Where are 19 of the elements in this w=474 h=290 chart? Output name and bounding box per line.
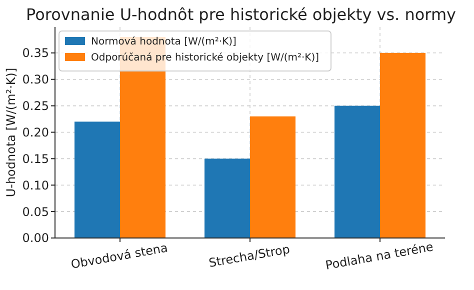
y-tick-label: 0.10 [22, 178, 49, 192]
y-tick-label: 0.00 [22, 231, 49, 246]
bar [204, 158, 250, 238]
bar [334, 106, 380, 238]
y-tick-label: 0.25 [22, 98, 49, 113]
y-tick-label: 0.35 [22, 46, 49, 60]
legend-label: Odporúčaná pre historické objekty [W/(m²·K)] [91, 52, 320, 64]
bar [250, 116, 296, 238]
y-tick-label: 0.05 [22, 204, 49, 219]
y-tick-label: 0.20 [22, 125, 49, 140]
x-tick-label: Podlaha na teréne [324, 240, 434, 272]
bar [380, 52, 426, 238]
x-tick-label: Obvodová stena [70, 240, 169, 272]
chart-title: Porovnanie U-hodnôt pre historické objekty vs. normy [26, 5, 456, 24]
legend-label: Normová hodnota [W/(m²·K)] [91, 36, 237, 48]
bar [74, 122, 120, 238]
y-tick-label: 0.15 [22, 152, 49, 166]
y-tick-label: 0.30 [22, 72, 49, 87]
y-axis-title: U-hodnota [W/(m²·K)] [4, 68, 18, 198]
